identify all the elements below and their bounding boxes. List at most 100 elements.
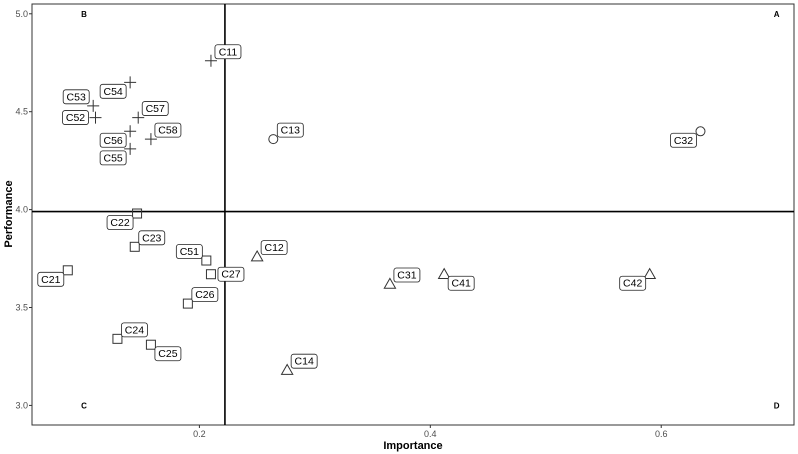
x-axis-ticks: 0.2 0.4 0.6 bbox=[193, 425, 667, 439]
point-marker-plus bbox=[132, 111, 145, 124]
point-marker-triangle bbox=[437, 267, 451, 279]
point-label-box bbox=[447, 275, 475, 291]
quadrant-label: D bbox=[774, 401, 780, 410]
y-axis-title: Performance bbox=[3, 180, 15, 247]
point-label-box bbox=[106, 215, 134, 230]
y-tick-label: 3.5 bbox=[15, 303, 28, 313]
point-marker-square bbox=[145, 339, 156, 350]
point-label-text: C57 bbox=[146, 103, 165, 115]
point-label: C25 bbox=[154, 346, 182, 362]
point-label-box bbox=[99, 83, 127, 99]
quadrant-label: A bbox=[774, 10, 780, 19]
point-label-box bbox=[141, 101, 169, 116]
point-marker-square bbox=[132, 208, 143, 219]
point-label: C12 bbox=[260, 240, 288, 256]
quadrant-labels: B A C D bbox=[81, 10, 780, 411]
point-label: C52 bbox=[62, 110, 89, 125]
point-label-box bbox=[154, 346, 182, 362]
point-marker-square bbox=[112, 333, 123, 344]
point-label-text: C51 bbox=[180, 246, 199, 258]
point-label: C32 bbox=[670, 132, 697, 148]
point-marker-plus bbox=[204, 54, 217, 67]
point-label: C41 bbox=[447, 275, 475, 291]
point-label: C53 bbox=[62, 89, 90, 105]
x-tick-label: 0.4 bbox=[424, 429, 437, 439]
point-label-box bbox=[217, 266, 245, 282]
point-label-box bbox=[191, 287, 219, 302]
point-label: C31 bbox=[393, 267, 421, 283]
point-label-text: C56 bbox=[104, 135, 123, 147]
point-marker-plus bbox=[87, 99, 100, 112]
point-label-text: C55 bbox=[104, 152, 123, 164]
y-axis-ticks: 3.0 3.5 4.0 4.5 5.0 bbox=[15, 9, 32, 410]
point-label: C42 bbox=[619, 275, 647, 291]
point-label: C23 bbox=[138, 230, 166, 246]
point-label-box bbox=[62, 89, 90, 105]
plot-panel bbox=[31, 3, 795, 426]
point-label: C21 bbox=[37, 271, 65, 287]
point-label-text: C26 bbox=[195, 289, 214, 301]
point-label-text: C41 bbox=[452, 278, 471, 290]
point-marker-circle bbox=[268, 134, 279, 145]
point-label: C22 bbox=[106, 215, 134, 230]
x-axis-title: Importance bbox=[383, 440, 442, 452]
point-label-text: C25 bbox=[158, 348, 177, 360]
point-label: C11 bbox=[214, 44, 242, 60]
point-label-box bbox=[138, 230, 166, 246]
point-label-box bbox=[290, 353, 318, 369]
point-label-text: C21 bbox=[41, 274, 60, 286]
point-marker-plus bbox=[124, 125, 137, 138]
point-marker-circle bbox=[695, 126, 706, 137]
quadrant-label: C bbox=[81, 401, 87, 410]
point-marker-square bbox=[62, 265, 73, 276]
point-label-box bbox=[175, 244, 203, 259]
point-label-box bbox=[393, 267, 421, 283]
point-label-box bbox=[670, 132, 697, 148]
point-label-text: C27 bbox=[221, 269, 240, 281]
point-marker-square bbox=[205, 269, 216, 280]
x-tick-label: 0.2 bbox=[193, 429, 206, 439]
point-marker-plus bbox=[124, 76, 137, 89]
quadrant-label: B bbox=[81, 10, 87, 19]
point-label-box bbox=[99, 150, 127, 166]
point-label-text: C24 bbox=[125, 324, 144, 336]
point-label-box bbox=[276, 122, 304, 138]
point-label-box bbox=[619, 275, 647, 291]
point-label: C54 bbox=[99, 83, 127, 99]
y-tick-label: 3.0 bbox=[15, 400, 28, 410]
point-label-text: C52 bbox=[66, 112, 85, 124]
point-marker-triangle bbox=[643, 267, 657, 279]
point-marker-square bbox=[129, 241, 140, 252]
y-tick-label: 4.0 bbox=[15, 205, 28, 215]
point-labels: C13 C32 C12 C14 C31 C41 C42 C21 C22 C23 C24 C25 C26 C… bbox=[37, 44, 697, 369]
point-marker-plus bbox=[89, 111, 102, 124]
point-label: C24 bbox=[121, 322, 148, 338]
point-label-box bbox=[62, 110, 89, 125]
reference-lines bbox=[32, 4, 794, 425]
point-label-text: C58 bbox=[158, 125, 177, 137]
point-label: C26 bbox=[191, 287, 219, 302]
point-label: C57 bbox=[141, 101, 169, 116]
data-markers bbox=[62, 54, 706, 375]
point-marker-triangle bbox=[383, 277, 397, 289]
point-label: C27 bbox=[217, 266, 245, 282]
point-label: C14 bbox=[290, 353, 318, 369]
point-label-box bbox=[260, 240, 288, 256]
point-label: C56 bbox=[99, 132, 127, 148]
point-label-text: C31 bbox=[397, 270, 416, 282]
point-label-box bbox=[99, 132, 127, 148]
point-label-text: C22 bbox=[110, 217, 129, 229]
point-label: C13 bbox=[276, 122, 304, 138]
y-tick-label: 4.5 bbox=[15, 107, 28, 117]
point-label-text: C11 bbox=[219, 46, 238, 58]
point-label-box bbox=[121, 322, 148, 338]
point-label: C51 bbox=[175, 244, 203, 259]
point-marker-square bbox=[182, 298, 193, 309]
point-label-box bbox=[214, 44, 242, 60]
point-marker-triangle bbox=[250, 249, 264, 262]
point-marker-square bbox=[201, 255, 212, 266]
point-label: C55 bbox=[99, 150, 127, 166]
y-tick-label: 5.0 bbox=[15, 9, 28, 19]
point-label-text: C42 bbox=[623, 278, 642, 290]
